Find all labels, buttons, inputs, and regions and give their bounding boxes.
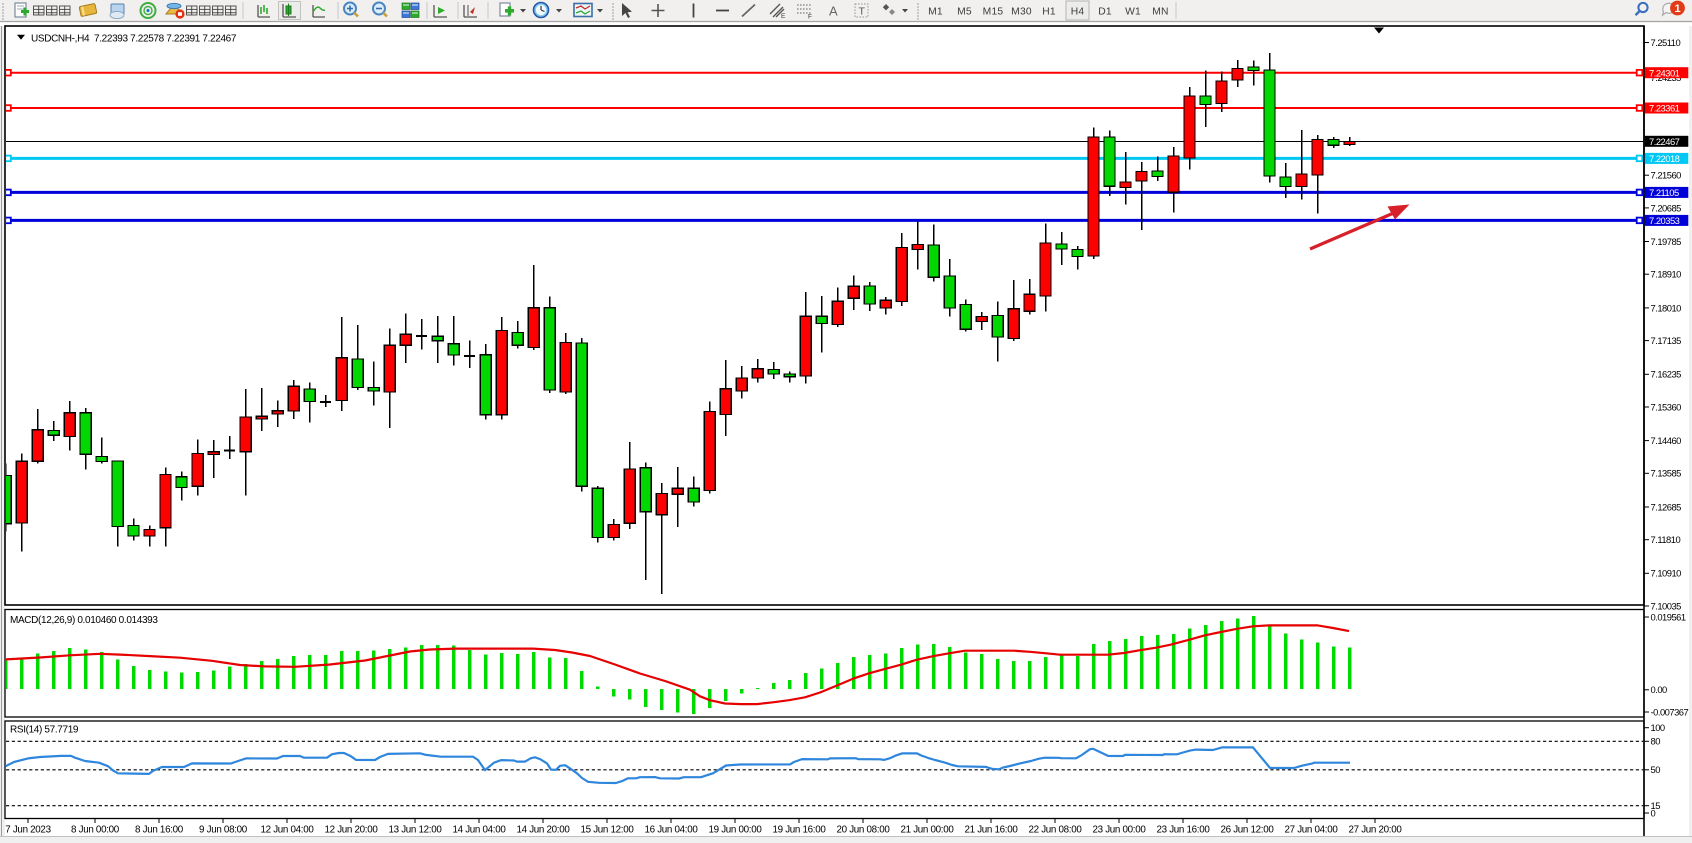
svg-text:H4: H4	[1071, 7, 1085, 18]
svg-text:MACD(12,26,9) 0.010460 0.01439: MACD(12,26,9) 0.010460 0.014393	[10, 615, 158, 626]
svg-text:12 Jun 04:00: 12 Jun 04:00	[260, 825, 314, 836]
svg-text:7.19785: 7.19785	[1651, 236, 1682, 247]
svg-text:7.11810: 7.11810	[1651, 534, 1681, 545]
svg-text:M1: M1	[928, 7, 943, 18]
svg-text:F: F	[808, 14, 812, 21]
svg-text:19 Jun 16:00: 19 Jun 16:00	[772, 825, 826, 836]
svg-text:T: T	[859, 6, 866, 18]
svg-text:7.24301: 7.24301	[1649, 67, 1680, 78]
svg-text:7.12685: 7.12685	[1651, 501, 1682, 512]
svg-text:M15: M15	[983, 7, 1004, 18]
svg-text:15: 15	[1651, 800, 1661, 811]
svg-text:7.18910: 7.18910	[1651, 269, 1682, 280]
svg-text:22 Jun 08:00: 22 Jun 08:00	[1028, 825, 1082, 836]
svg-text:M30: M30	[1011, 7, 1032, 18]
svg-text:-0.007367: -0.007367	[1651, 706, 1689, 717]
svg-text:16 Jun 04:00: 16 Jun 04:00	[644, 825, 698, 836]
svg-text:20 Jun 08:00: 20 Jun 08:00	[836, 825, 890, 836]
svg-text:27 Jun 04:00: 27 Jun 04:00	[1284, 825, 1338, 836]
svg-text:7.16235: 7.16235	[1651, 369, 1682, 380]
svg-text:M5: M5	[957, 7, 972, 18]
svg-text:7.14460: 7.14460	[1651, 435, 1682, 446]
svg-text:13 Jun 12:00: 13 Jun 12:00	[388, 825, 442, 836]
svg-text:7.22467: 7.22467	[1649, 136, 1680, 147]
svg-text:H1: H1	[1042, 7, 1056, 18]
svg-text:MN: MN	[1152, 7, 1168, 18]
svg-text:0.00: 0.00	[1651, 684, 1668, 695]
svg-text:50: 50	[1651, 764, 1661, 775]
svg-text:21 Jun 16:00: 21 Jun 16:00	[964, 825, 1018, 836]
svg-text:14 Jun 20:00: 14 Jun 20:00	[516, 825, 570, 836]
svg-text:W1: W1	[1125, 7, 1141, 18]
svg-text:7 Jun 2023: 7 Jun 2023	[5, 825, 51, 836]
svg-text:7.23361: 7.23361	[1649, 103, 1680, 114]
svg-text:0: 0	[1651, 807, 1656, 818]
svg-text:26 Jun 12:00: 26 Jun 12:00	[1220, 825, 1274, 836]
svg-text:80: 80	[1651, 736, 1661, 747]
svg-text:27 Jun 20:00: 27 Jun 20:00	[1348, 825, 1402, 836]
svg-text:7.20353: 7.20353	[1649, 215, 1680, 226]
svg-text:14 Jun 04:00: 14 Jun 04:00	[452, 825, 506, 836]
svg-text:9 Jun 08:00: 9 Jun 08:00	[199, 825, 248, 836]
svg-text:23 Jun 00:00: 23 Jun 00:00	[1092, 825, 1146, 836]
svg-text:7.17135: 7.17135	[1651, 335, 1682, 346]
svg-text:7.22018: 7.22018	[1649, 153, 1680, 164]
svg-text:8 Jun 16:00: 8 Jun 16:00	[135, 825, 184, 836]
svg-text:7.20685: 7.20685	[1651, 202, 1682, 213]
svg-text:7.10910: 7.10910	[1651, 568, 1682, 579]
svg-text:8 Jun 00:00: 8 Jun 00:00	[71, 825, 120, 836]
svg-text:19 Jun 00:00: 19 Jun 00:00	[708, 825, 762, 836]
svg-text:D1: D1	[1098, 7, 1112, 18]
svg-text:7.13585: 7.13585	[1651, 468, 1682, 479]
svg-text:7.25110: 7.25110	[1651, 37, 1681, 48]
svg-text:100: 100	[1651, 722, 1665, 733]
svg-text:21 Jun 00:00: 21 Jun 00:00	[900, 825, 954, 836]
svg-text:15 Jun 12:00: 15 Jun 12:00	[580, 825, 634, 836]
svg-text:12 Jun 20:00: 12 Jun 20:00	[324, 825, 378, 836]
svg-text:7.21560: 7.21560	[1651, 170, 1682, 181]
svg-text:A: A	[829, 4, 838, 19]
svg-text:7.21105: 7.21105	[1649, 187, 1679, 198]
svg-text:1: 1	[1674, 3, 1680, 15]
svg-text:RSI(14) 57.7719: RSI(14) 57.7719	[10, 725, 79, 736]
svg-text:23 Jun 16:00: 23 Jun 16:00	[1156, 825, 1210, 836]
svg-text:E: E	[781, 13, 786, 20]
svg-text:0.019561: 0.019561	[1651, 611, 1686, 622]
svg-text:7.15360: 7.15360	[1651, 401, 1682, 412]
svg-text:7.10035: 7.10035	[1651, 600, 1682, 611]
svg-text:7.18010: 7.18010	[1651, 302, 1682, 313]
svg-text:USDCNH-,H4 7.22393 7.22578 7.: USDCNH-,H4 7.22393 7.22578 7.22391 7.224…	[31, 34, 237, 45]
